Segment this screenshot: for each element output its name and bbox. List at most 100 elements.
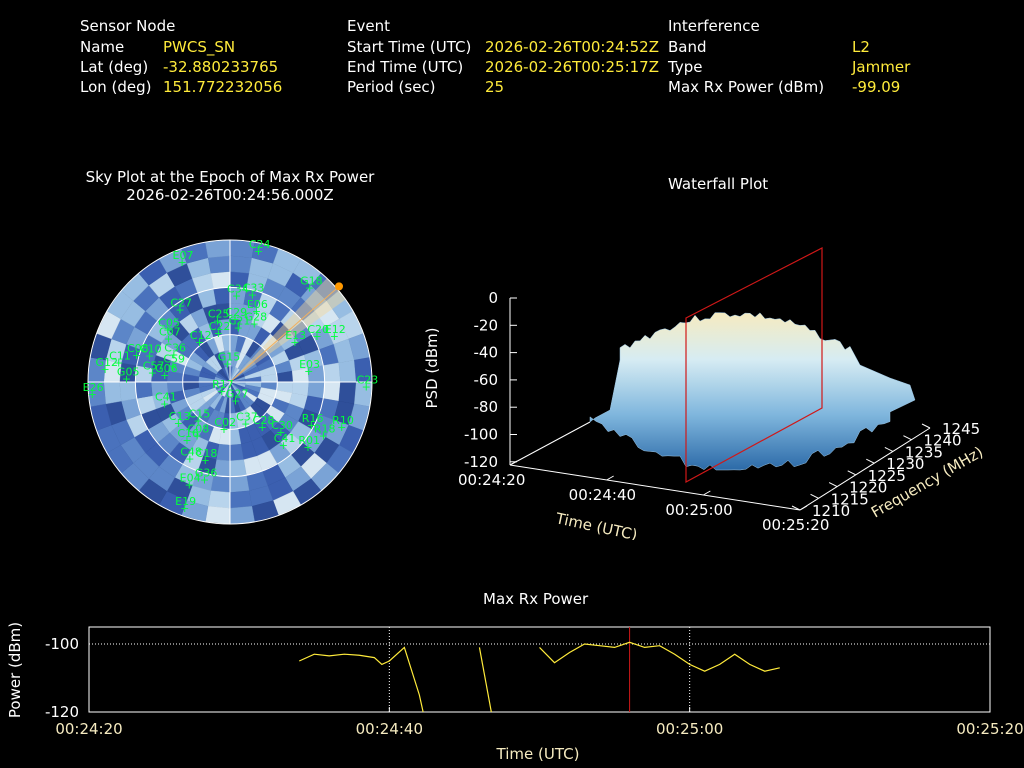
line-chart-title: Max Rx Power bbox=[483, 590, 589, 608]
satellite-label: C11 bbox=[109, 349, 131, 362]
event-period-value: 25 bbox=[485, 78, 505, 96]
satellite-label: C36 bbox=[164, 341, 186, 354]
satellite-label: C21 bbox=[229, 314, 251, 327]
skyplot-satellites: +E07 +C24+G18+C34 +C33+C27+E06+C25 +C29+G28… bbox=[83, 238, 379, 515]
satellite-label: R17 bbox=[212, 378, 234, 391]
waterfall-z-label: PSD (dBm) bbox=[423, 327, 441, 408]
waterfall-time-marker bbox=[685, 247, 823, 484]
satellite-label: E12 bbox=[325, 323, 346, 336]
satellite-marker: + bbox=[312, 330, 321, 343]
satellite-marker: + bbox=[241, 418, 250, 431]
waterfall-y-tick-label: 1230 bbox=[886, 455, 924, 473]
satellite-label: C28 bbox=[253, 414, 275, 427]
satellite-label: C24 bbox=[249, 238, 271, 251]
satellite-marker: + bbox=[169, 348, 178, 361]
satellite-marker: + bbox=[230, 313, 239, 326]
line-chart-x-label: Time (UTC) bbox=[496, 745, 580, 763]
satellite-label: C30 bbox=[271, 419, 293, 432]
satellite-label: C25 bbox=[208, 307, 230, 320]
satellite-marker: + bbox=[304, 365, 313, 378]
satellite-label: C22 bbox=[209, 320, 231, 333]
waterfall-time-axis bbox=[509, 464, 801, 511]
satellite-marker: + bbox=[175, 304, 184, 317]
line-chart-series bbox=[298, 646, 424, 712]
waterfall-title: Waterfall Plot bbox=[668, 175, 769, 193]
satellite-label: C41 bbox=[274, 432, 296, 445]
waterfall-x-tick bbox=[703, 490, 711, 496]
satellite-label: G18 bbox=[300, 275, 323, 288]
satellite-marker: + bbox=[164, 333, 173, 346]
satellite-marker: + bbox=[160, 369, 169, 382]
satellite-marker: + bbox=[114, 356, 123, 369]
satellite-label: C08 bbox=[188, 423, 210, 436]
waterfall-y-tick bbox=[884, 446, 894, 452]
skyplot-cell bbox=[207, 255, 231, 274]
waterfall-z-tick-label: -60 bbox=[474, 371, 499, 389]
interference-band-label: Band bbox=[668, 38, 707, 56]
satellite-label: G28 bbox=[245, 310, 268, 323]
waterfall-marker-plane bbox=[685, 247, 823, 484]
satellite-label: C18 bbox=[196, 447, 218, 460]
event-end-value: 2026-02-26T00:25:17Z bbox=[485, 58, 659, 76]
satellite-marker: + bbox=[88, 388, 97, 401]
sensor-lat-value: -32.880233765 bbox=[163, 58, 279, 76]
satellite-marker: + bbox=[185, 478, 194, 491]
sensor-lon-label: Lon (deg) bbox=[80, 78, 152, 96]
satellite-marker: + bbox=[122, 372, 131, 385]
satellite-marker: + bbox=[248, 289, 257, 302]
skyplot-cell bbox=[323, 362, 341, 383]
waterfall-y-tick-label: 1220 bbox=[849, 479, 887, 497]
waterfall-y-tick-label: 1210 bbox=[812, 502, 850, 520]
event-end-label: End Time (UTC) bbox=[347, 58, 464, 76]
satellite-marker: + bbox=[163, 323, 172, 336]
line-chart-x-tick-label: 00:25:00 bbox=[656, 720, 723, 738]
waterfall-x-tick bbox=[799, 505, 808, 511]
skyplot-cell bbox=[205, 240, 231, 258]
jammer-bearing-line bbox=[229, 287, 338, 383]
max-rx-power-value: -99.09 bbox=[852, 78, 901, 96]
skyplot-cell bbox=[307, 381, 325, 399]
satellite-label: C59 bbox=[163, 352, 185, 365]
jammer-marker bbox=[335, 282, 344, 291]
waterfall-back-edge bbox=[509, 421, 591, 466]
line-chart-svg: 00:24:20 00:24:40 00:25:00 00:25:20 -100 -120… bbox=[6, 622, 1024, 763]
satellite-marker: + bbox=[279, 439, 288, 452]
waterfall-x-tick bbox=[606, 475, 614, 481]
sensor-lat-label: Lat (deg) bbox=[80, 58, 149, 76]
satellite-label: C57 bbox=[143, 359, 165, 372]
event-start-value: 2026-02-26T00:24:52Z bbox=[485, 38, 659, 56]
satellite-marker: + bbox=[193, 430, 202, 443]
satellite-marker: + bbox=[231, 394, 240, 407]
waterfall-y-tick-label: 1245 bbox=[942, 420, 980, 438]
waterfall-z-tick-label: -120 bbox=[464, 453, 498, 471]
skyplot-cell bbox=[354, 357, 372, 383]
satellite-label: C41 bbox=[155, 390, 177, 403]
waterfall-x-tick-label: 00:24:40 bbox=[569, 486, 636, 504]
waterfall-y-tick-label: 1215 bbox=[831, 490, 869, 508]
satellite-marker: + bbox=[201, 454, 210, 467]
satellite-label: E04 bbox=[180, 471, 201, 484]
sensor-name-label: Name bbox=[80, 38, 125, 56]
satellite-marker: + bbox=[160, 397, 169, 410]
satellite-label: E07 bbox=[173, 249, 194, 262]
satellite-marker: + bbox=[303, 441, 312, 454]
satellite-label: C20 bbox=[307, 323, 329, 336]
satellite-marker: + bbox=[290, 336, 299, 349]
max-rx-power-label: Max Rx Power (dBm) bbox=[668, 78, 825, 96]
satellite-label: C05 bbox=[158, 316, 180, 329]
interference-type-label: Type bbox=[668, 58, 703, 76]
satellite-label: C10 bbox=[140, 343, 162, 356]
satellite-label: C12 bbox=[190, 329, 212, 342]
waterfall-y-tick bbox=[866, 458, 875, 464]
satellite-marker: + bbox=[223, 357, 232, 370]
satellite-marker: + bbox=[182, 434, 191, 447]
satellite-label: E19 bbox=[175, 495, 196, 508]
waterfall-y-tick bbox=[791, 505, 801, 511]
waterfall-z-tick-label: -40 bbox=[474, 344, 499, 362]
waterfall-y-tick-label: 1225 bbox=[868, 467, 906, 485]
waterfall-z-tick-label: -20 bbox=[474, 316, 499, 334]
waterfall-y-tick bbox=[810, 493, 819, 499]
line-chart-series bbox=[478, 647, 492, 712]
waterfall-x-tick-label: 00:25:20 bbox=[762, 516, 829, 534]
satellite-label: C08 bbox=[127, 342, 149, 355]
